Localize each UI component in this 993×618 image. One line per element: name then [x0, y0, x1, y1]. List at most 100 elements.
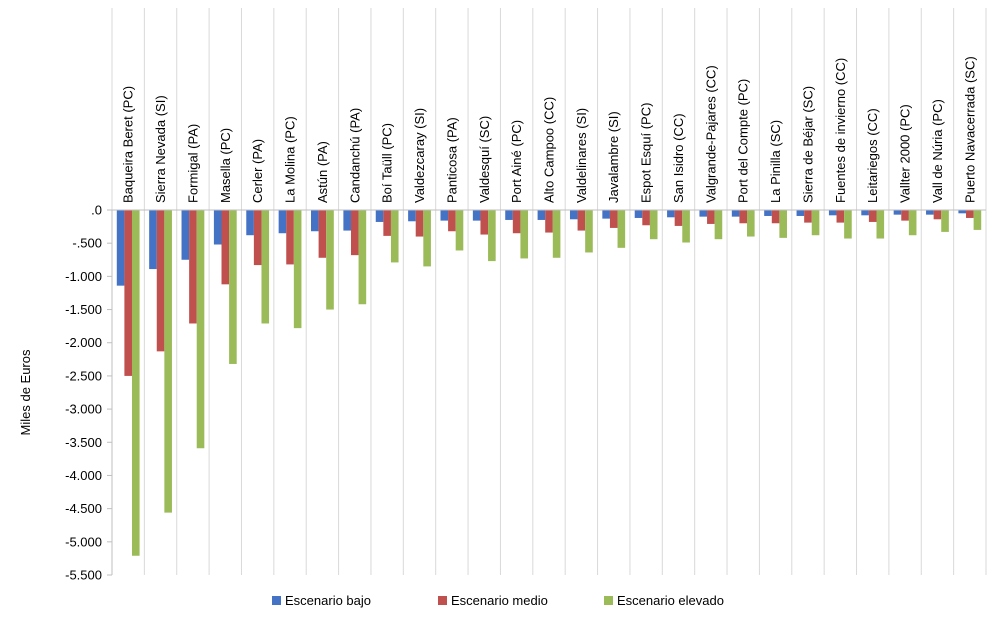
category-label: Sierra Nevada (SI) — [153, 95, 168, 203]
legend: Escenario bajo Escenario medio Escenario e… — [272, 593, 724, 608]
y-tick-labels: .0 -.500 -1.000 -1.500 -2.000 -2.500 -3.000 -3.… — [65, 203, 102, 583]
y-tick-label: -.500 — [72, 236, 102, 251]
bar — [221, 210, 230, 285]
category-label: Javalambre (SI) — [606, 111, 621, 203]
legend-label: Escenario bajo — [285, 593, 371, 608]
bar — [941, 210, 949, 232]
category-label: Espot Esquí (PC) — [639, 103, 654, 203]
bar — [278, 210, 287, 234]
category-label: Baqueira Beret (PC) — [121, 86, 136, 203]
bar — [408, 210, 416, 222]
bar — [350, 210, 359, 256]
bar — [318, 210, 327, 258]
bar — [149, 210, 157, 270]
bar — [958, 210, 967, 214]
axes — [107, 209, 986, 576]
bar — [811, 210, 820, 236]
category-label: Sierra de Béjar (SC) — [800, 86, 815, 203]
y-tick-label: .0 — [91, 203, 102, 218]
legend-swatch — [604, 596, 613, 605]
bar — [828, 210, 837, 216]
bar — [229, 210, 237, 364]
category-label: Vall de Núria (PC) — [930, 99, 945, 203]
bar — [707, 210, 715, 224]
category-label: Valdelinares (SI) — [574, 108, 589, 203]
bar — [577, 210, 586, 231]
category-label: Astún (PA) — [315, 141, 330, 203]
category-label: Leitariegos (CC) — [865, 108, 880, 203]
y-tick-label: -2.500 — [65, 368, 102, 383]
bar — [124, 210, 132, 376]
bar — [375, 210, 384, 222]
bar — [569, 210, 578, 220]
bar — [926, 210, 934, 215]
y-tick-label: -3.000 — [65, 402, 102, 417]
legend-swatch — [272, 596, 281, 605]
bar — [714, 210, 723, 240]
bar — [682, 210, 690, 243]
bar — [293, 210, 302, 329]
bar — [844, 210, 852, 239]
category-label: Valdesquí (SC) — [477, 116, 492, 203]
bar — [189, 210, 197, 324]
bar — [326, 210, 334, 310]
category-labels: Baqueira Beret (PC) Sierra Nevada (SI) For… — [121, 56, 978, 203]
bar — [764, 210, 772, 216]
bar — [261, 210, 270, 324]
bar — [311, 210, 319, 232]
bar — [505, 210, 513, 220]
bar — [667, 210, 675, 218]
bar — [448, 210, 456, 232]
category-label: Port del Compte (PC) — [736, 79, 751, 203]
bar — [739, 210, 748, 224]
bar — [520, 210, 529, 259]
bar — [634, 210, 643, 218]
bar — [876, 210, 885, 239]
bar — [383, 210, 391, 236]
bar — [617, 210, 626, 248]
bar — [246, 210, 254, 236]
legend-label: Escenario elevado — [617, 593, 724, 608]
bar — [480, 210, 489, 235]
bar — [552, 210, 561, 258]
bar — [512, 210, 521, 234]
y-tick-label: -5.500 — [65, 568, 102, 583]
y-axis-title: Miles de Euros — [18, 349, 33, 435]
bar — [933, 210, 942, 220]
bar — [131, 210, 140, 556]
bar — [747, 210, 755, 237]
category-label: Fuentes de invierno (CC) — [833, 58, 848, 203]
category-label: Vallter 2000 (PC) — [898, 104, 913, 203]
bar — [699, 210, 708, 217]
y-tick-label: -1.000 — [65, 269, 102, 284]
bar — [286, 210, 294, 265]
bar — [642, 210, 650, 226]
category-label: Boí Taüll (PC) — [380, 123, 395, 203]
category-label: Masella (PC) — [218, 128, 233, 203]
bar — [164, 210, 172, 513]
bar — [472, 210, 481, 221]
category-label: Cerler (PA) — [250, 139, 265, 203]
bar — [423, 210, 431, 267]
category-label: Panticosa (PA) — [444, 117, 459, 203]
bar — [602, 210, 610, 219]
bar — [156, 210, 165, 352]
bar — [358, 210, 367, 305]
bar — [609, 210, 618, 228]
bar — [253, 210, 262, 266]
bar — [804, 210, 812, 223]
y-tick-label: -4.000 — [65, 468, 102, 483]
category-label: Port Ainé (PC) — [509, 120, 524, 203]
y-tick-label: -5.000 — [65, 534, 102, 549]
bar — [440, 210, 449, 221]
y-tick-label: -2.000 — [65, 335, 102, 350]
category-label: San Isidro (CC) — [671, 113, 686, 203]
bar — [537, 210, 546, 220]
bar — [390, 210, 399, 263]
bar — [861, 210, 869, 216]
legend-label: Escenario medio — [451, 593, 548, 608]
legend-swatch — [438, 596, 447, 605]
bars — [116, 210, 982, 556]
bar — [181, 210, 190, 260]
